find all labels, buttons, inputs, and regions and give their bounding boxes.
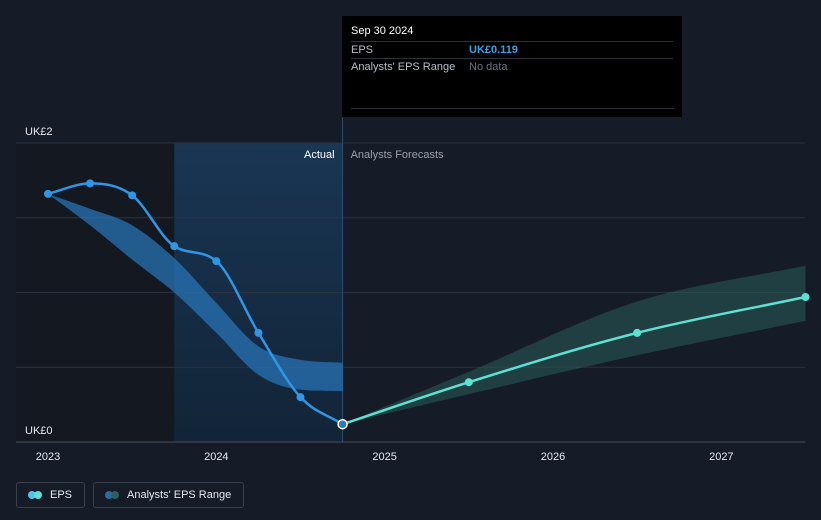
eps-point (128, 191, 137, 200)
x-tick-label: 2027 (709, 451, 733, 463)
forecast-region-label: Analysts Forecasts (351, 149, 444, 161)
eps-current-point (337, 418, 348, 430)
eps-swatch-icon (28, 491, 43, 499)
tooltip-row-eps: EPS UK£0.119 (351, 41, 673, 58)
eps-point (296, 393, 305, 402)
legend-label-eps: EPS (50, 489, 73, 501)
tooltip-divider (351, 108, 674, 109)
tooltip-eps-value: UK£0.119 (469, 44, 518, 56)
tooltip-range-value: No data (469, 61, 508, 73)
x-tick-label: 2023 (36, 451, 60, 463)
eps-line (46, 182, 344, 426)
tooltip-eps-label: EPS (351, 44, 374, 56)
chart-legend: EPS Analysts' EPS Range (16, 482, 245, 508)
actual-region-label: Actual (304, 149, 335, 161)
eps-range-historical-band (48, 193, 343, 392)
x-tick-label: 2024 (204, 451, 228, 463)
eps-forecast-point (633, 328, 642, 337)
chart-tooltip: Sep 30 2024 EPS UK£0.119 Analysts' EPS R… (342, 16, 682, 117)
eps-forecast-line (341, 295, 807, 426)
eps-forecast-point (801, 292, 810, 301)
legend-label-eps-range: Analysts' EPS Range (127, 489, 232, 501)
x-tick-label: 2026 (541, 451, 565, 463)
eps-range-swatch-icon (105, 491, 120, 499)
eps-point (86, 179, 95, 188)
tooltip-date: Sep 30 2024 (351, 25, 414, 37)
legend-item-eps-range[interactable]: Analysts' EPS Range (93, 482, 245, 508)
y-tick-label: UK£0 (25, 425, 53, 437)
x-tick-label: 2025 (372, 451, 396, 463)
legend-item-eps[interactable]: EPS (16, 482, 86, 508)
eps-point (170, 242, 179, 251)
y-tick-label: UK£2 (25, 126, 53, 138)
eps-point (44, 189, 52, 198)
tooltip-range-label: Analysts' EPS Range (351, 61, 456, 73)
eps-point (212, 257, 221, 266)
tooltip-row-range: Analysts' EPS Range No data (351, 58, 673, 75)
eps-forecast-point (464, 378, 473, 387)
eps-point (254, 328, 263, 337)
